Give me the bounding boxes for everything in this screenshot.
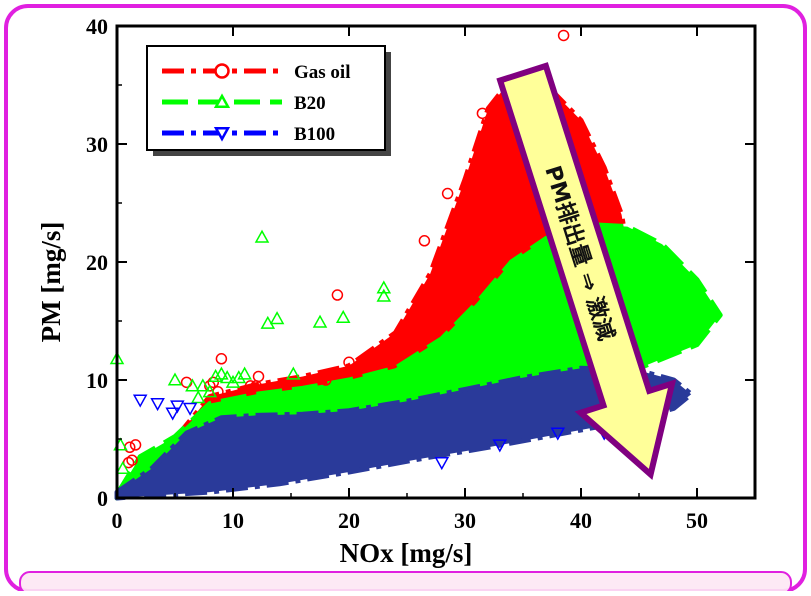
y-axis-label: PM [mg/s] (36, 222, 66, 343)
y-tick-label: 30 (86, 132, 108, 157)
point-b20 (115, 460, 131, 475)
x-tick-label: 50 (686, 508, 708, 533)
point-b20 (208, 368, 223, 383)
point-b20 (167, 372, 183, 386)
point-b100 (170, 400, 185, 414)
point-b100 (165, 407, 180, 421)
point-b20 (214, 366, 229, 380)
legend-marker-b100 (213, 126, 231, 142)
point-b20 (254, 229, 270, 243)
x-tick-label: 20 (338, 508, 360, 533)
point-b20 (202, 384, 218, 398)
y-tick-label: 20 (86, 250, 108, 275)
point-b100 (150, 398, 165, 412)
point-gas-oil (557, 29, 570, 42)
point-gas-oil (207, 376, 220, 389)
point-b20 (190, 390, 206, 404)
point-b100 (434, 457, 450, 471)
point-gas-oil (441, 187, 454, 200)
legend-box (146, 45, 386, 151)
y-tick-label: 0 (97, 486, 108, 511)
point-b20 (237, 366, 252, 380)
arrow-body (496, 62, 677, 480)
legend-marker-gas-oil (214, 63, 230, 79)
point-gas-oil (476, 107, 489, 120)
point-gas-oil (418, 235, 431, 247)
point-b20 (185, 378, 200, 392)
x-axis-label: NOx [mg/s] (340, 538, 473, 568)
point-gas-oil (126, 454, 138, 466)
legend-label-b20: B20 (294, 93, 326, 114)
point-b20 (195, 378, 211, 392)
x-tick-label: 40 (570, 508, 592, 533)
point-gas-oil (215, 353, 228, 365)
point-gas-oil (252, 370, 265, 383)
x-tick-label: 0 (112, 508, 123, 533)
bottom-strip (19, 571, 792, 595)
point-b100 (550, 427, 566, 441)
point-b100 (132, 394, 148, 408)
y-tick-label: 40 (86, 14, 108, 39)
point-b20 (231, 370, 247, 384)
legend-label-b100: B100 (294, 124, 335, 145)
point-b20 (335, 309, 351, 324)
point-b100 (182, 402, 198, 416)
legend: Gas oil B20 B100 (146, 45, 391, 156)
point-gas-oil (244, 380, 257, 392)
point-b20 (376, 280, 392, 294)
point-gas-oil (320, 374, 332, 386)
x-tick-label: 30 (454, 508, 476, 533)
point-b20 (312, 314, 328, 328)
legend-marker-b20 (213, 93, 231, 109)
point-gas-oil (331, 289, 344, 301)
point-gas-oil (129, 439, 142, 451)
x-tick-label: 10 (222, 508, 244, 533)
point-b100 (492, 439, 508, 453)
point-b20 (376, 288, 392, 302)
legend-label-gas-oil: Gas oil (294, 62, 350, 83)
point-gas-oil (343, 356, 355, 369)
y-tick-label: 10 (86, 368, 108, 393)
point-b20 (269, 311, 285, 325)
point-b20 (286, 366, 301, 380)
point-b20 (219, 370, 235, 384)
